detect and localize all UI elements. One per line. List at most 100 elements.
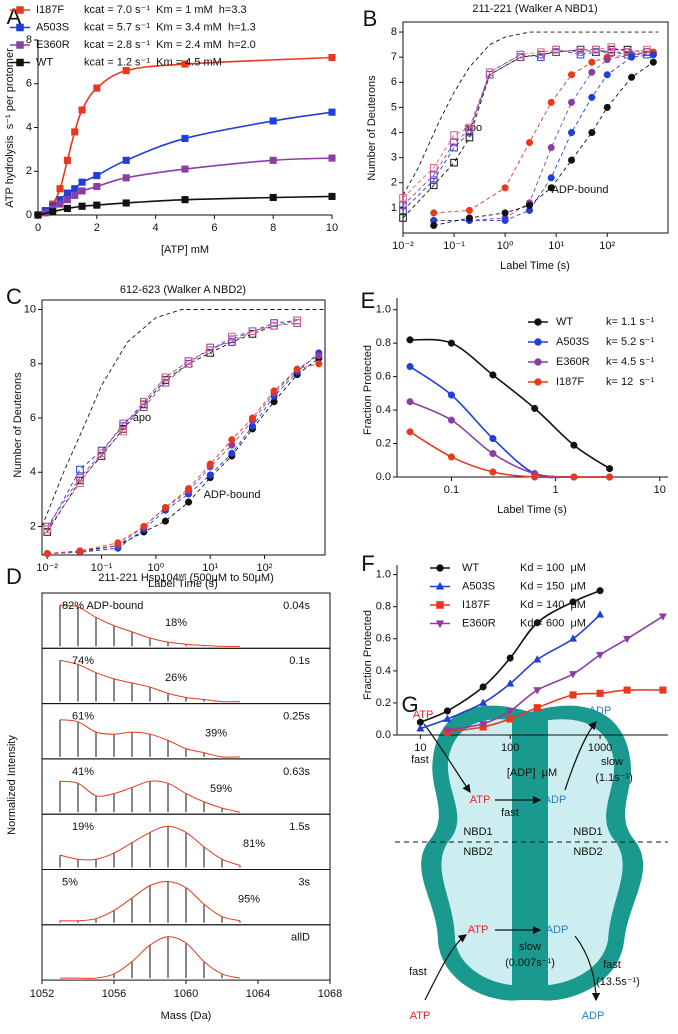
marker: [623, 635, 632, 644]
y-tick-label: 4: [30, 466, 36, 478]
marker: [465, 123, 474, 132]
marker: [43, 550, 51, 558]
marker: [78, 106, 86, 114]
marker: [228, 436, 236, 444]
marker: [328, 108, 336, 116]
diagram-label: ATP: [470, 794, 491, 806]
marker: [547, 98, 555, 106]
marker: [34, 211, 42, 219]
x-tick-label: 10²: [599, 240, 615, 252]
x-tick-label: 10⁻²: [392, 240, 414, 252]
marker: [569, 691, 577, 699]
marker: [588, 93, 596, 101]
plot-frame: [402, 21, 669, 234]
y-tick-label: 1.0: [376, 304, 391, 316]
time-label: allD: [291, 932, 310, 944]
y-tick-label: 4: [26, 121, 32, 133]
marker: [596, 651, 605, 660]
marker: [184, 357, 193, 365]
marker: [588, 128, 596, 137]
time-label: 3s: [298, 876, 310, 888]
marker: [447, 391, 456, 399]
marker: [450, 143, 458, 152]
legend-label: WT: [556, 316, 573, 328]
marker: [447, 339, 456, 347]
marker: [328, 192, 336, 200]
marker: [16, 41, 24, 49]
x-tick-label: 10: [654, 484, 666, 496]
marker: [406, 363, 414, 371]
arrow: [424, 934, 467, 1001]
y-tick-label: 5: [391, 101, 397, 113]
marker: [71, 191, 79, 199]
diagram-label: fast: [501, 807, 519, 819]
annotation: ADP-bound: [204, 489, 261, 501]
marker: [568, 671, 578, 679]
x-tick-label: 1000: [588, 742, 612, 754]
diagram-label: NBD1: [573, 826, 602, 838]
marker: [533, 704, 541, 712]
marker: [628, 73, 636, 81]
plot-frame: [41, 299, 326, 556]
x-tick-label: 10⁻²: [36, 562, 58, 574]
diagram-label: ADP: [582, 1010, 605, 1022]
marker: [429, 176, 438, 185]
x-tick-label: 2: [94, 222, 100, 234]
x-axis-label: Label Time (s): [148, 578, 218, 590]
legend-params: kcat = 1.2 s⁻¹ Km = 4.5 mM: [84, 56, 222, 68]
x-axis-label: [ATP] mM: [161, 244, 209, 256]
marker: [181, 165, 189, 173]
diagram-label: ATP: [468, 924, 489, 936]
percent-label: 41%: [72, 766, 94, 778]
marker: [450, 131, 458, 139]
legend-label: A503S: [556, 336, 589, 348]
marker: [406, 398, 414, 406]
y-tick-label: 8: [30, 358, 36, 370]
legend-params: Kd = 100 μM: [520, 562, 586, 574]
marker: [479, 720, 488, 729]
marker: [436, 564, 444, 572]
legend-params: Kd = 600 μM: [520, 617, 586, 629]
y-axis-label: Normalized Intensity: [6, 735, 18, 835]
y-tick-label: 0.4: [376, 665, 391, 677]
marker: [534, 358, 542, 366]
annotation: apo: [133, 412, 151, 424]
marker: [603, 56, 611, 64]
y-axis-label: Fraction Protected: [362, 610, 374, 700]
marker: [161, 503, 169, 512]
marker: [315, 360, 323, 368]
marker: [93, 201, 101, 209]
diagram-label: NBD2: [463, 846, 492, 858]
x-tick-label: 10¹: [202, 562, 218, 574]
marker: [506, 715, 514, 723]
marker: [567, 156, 576, 164]
marker: [607, 43, 616, 51]
y-tick-label: 0.0: [376, 729, 391, 741]
marker: [596, 587, 604, 595]
marker: [406, 336, 414, 344]
marker: [161, 373, 170, 382]
percent-label: 18%: [165, 617, 187, 629]
marker: [592, 45, 600, 54]
marker: [531, 404, 539, 412]
x-axis-label: Label Time (s): [500, 260, 570, 272]
legend-params: kcat = 5.7 s⁻¹ Km = 3.4 mM h=1.3: [84, 21, 256, 33]
marker: [228, 338, 236, 346]
marker: [140, 403, 148, 411]
marker: [429, 163, 438, 172]
legend-params: k= 1.1 s⁻¹: [606, 316, 655, 328]
marker: [506, 654, 514, 662]
marker: [78, 202, 86, 210]
marker: [603, 71, 611, 79]
y-tick-label: 0: [26, 209, 32, 221]
x-axis-label: [ADP] μM: [507, 767, 557, 779]
marker: [63, 204, 71, 212]
y-tick-label: 2: [391, 177, 397, 189]
row-frame: [41, 924, 331, 981]
marker: [63, 189, 71, 197]
legend-label: E360R: [36, 39, 70, 51]
x-axis-label: Label Time (s): [497, 504, 567, 516]
marker: [443, 727, 452, 735]
y-tick-label: 2: [26, 165, 32, 177]
x-tick-label: 10: [326, 222, 338, 234]
